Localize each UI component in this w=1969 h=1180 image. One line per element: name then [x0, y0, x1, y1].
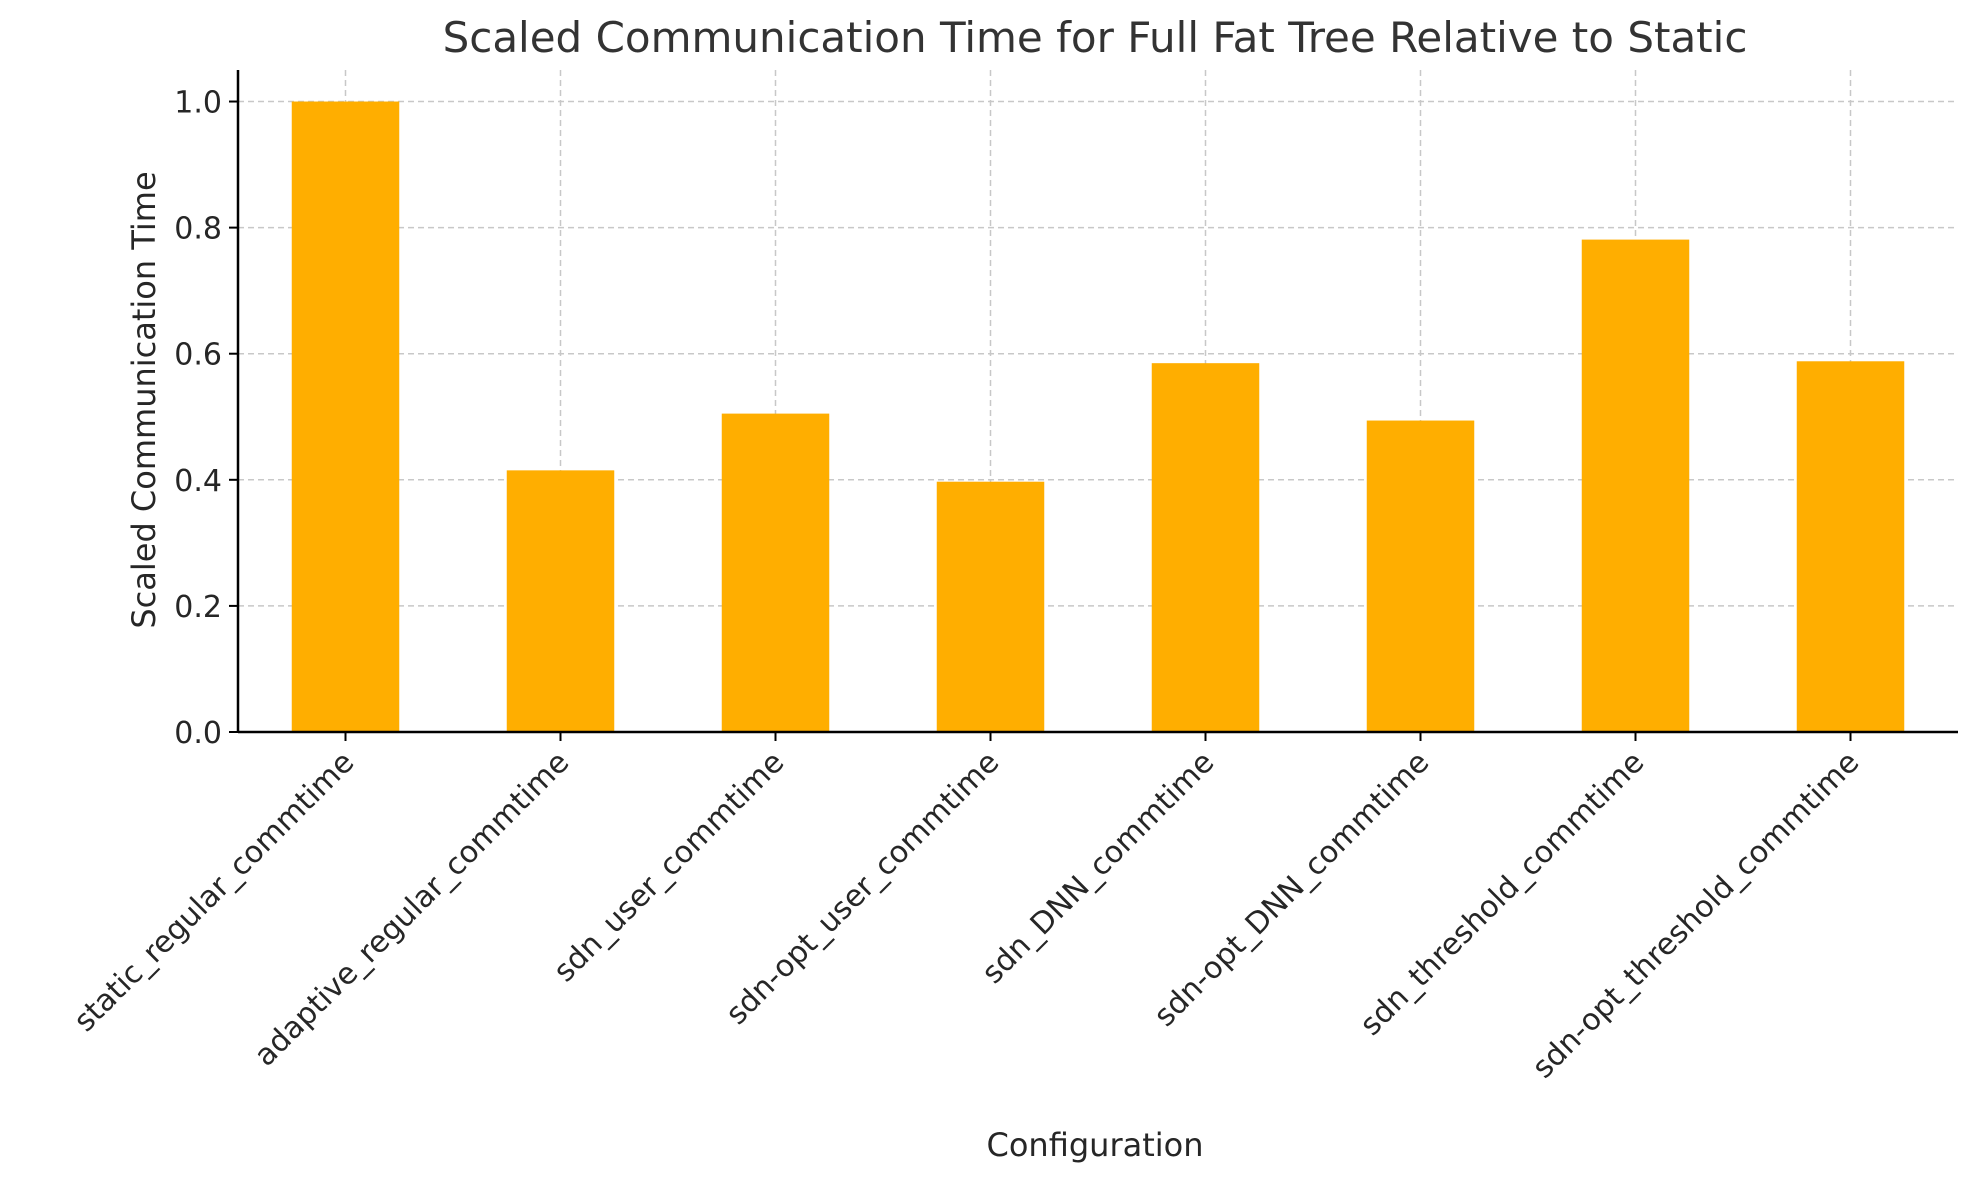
bar-sdn_DNN_commtime — [1151, 363, 1260, 732]
x-axis-label: Configuration — [986, 1126, 1203, 1164]
chart-title: Scaled Communication Time for Full Fat T… — [443, 13, 1748, 62]
y-axis-label: Scaled Communication Time — [125, 171, 163, 628]
y-tick-label: 0.6 — [174, 338, 222, 373]
bar-sdn-opt_threshold_commtime — [1796, 361, 1905, 732]
y-tick-label: 0.2 — [174, 590, 222, 625]
bar-adaptive_regular_commtime — [506, 470, 615, 732]
bar-sdn_threshold_commtime — [1581, 239, 1690, 733]
y-tick-label: 0.8 — [174, 212, 222, 247]
bar-sdn_user_commtime — [721, 413, 830, 732]
bar-sdn-opt_DNN_commtime — [1366, 420, 1475, 732]
axis-layer — [229, 70, 1958, 741]
bar-layer — [291, 101, 1905, 733]
y-tick-label: 0.4 — [174, 464, 222, 499]
bar-static_regular_commtime — [291, 101, 400, 733]
x-tick-label: sdn_user_commtime — [547, 745, 791, 989]
grid-layer — [238, 70, 1958, 733]
x-tick-label: sdn_DNN_commtime — [975, 745, 1221, 991]
y-tick-label: 0.0 — [174, 716, 222, 751]
bar-sdn-opt_user_commtime — [936, 481, 1045, 732]
y-tick-label: 1.0 — [174, 86, 222, 121]
